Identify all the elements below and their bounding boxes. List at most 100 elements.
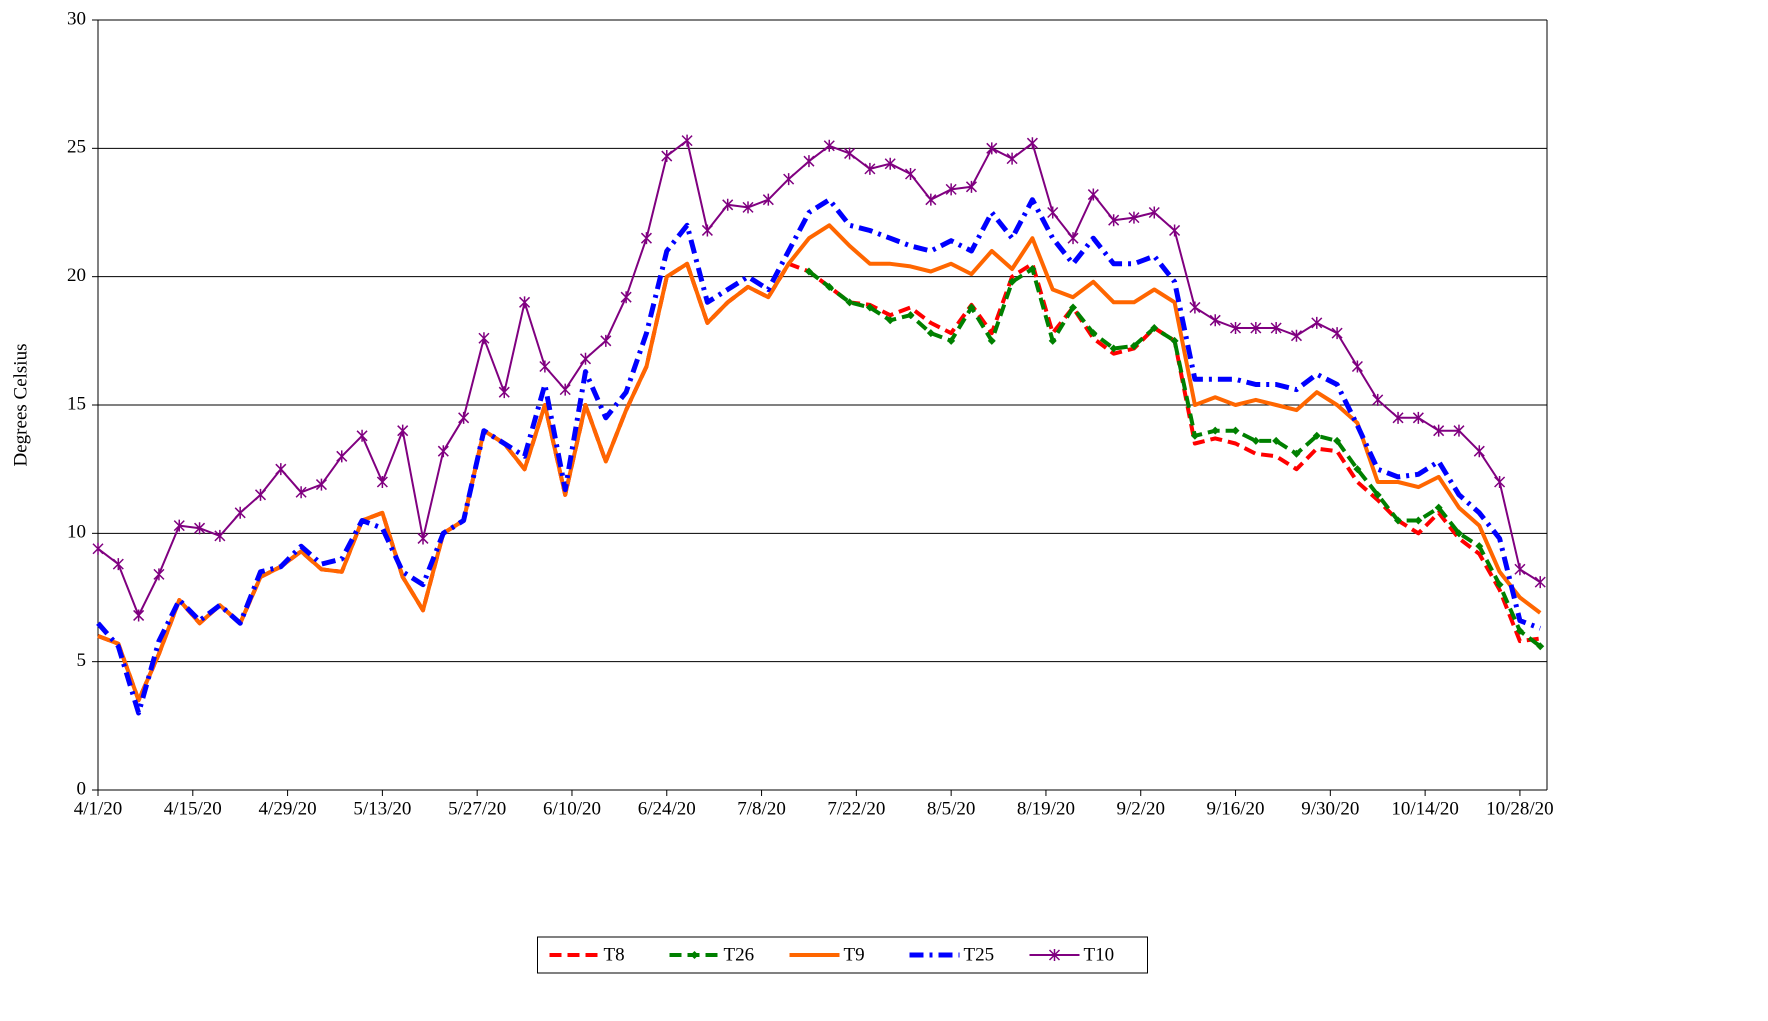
point-marker [967, 303, 976, 312]
point-marker [681, 134, 693, 147]
point-marker [925, 193, 937, 206]
point-marker [478, 332, 490, 345]
point-marker [904, 168, 917, 180]
series-line [96, 197, 1542, 716]
point-marker [1290, 329, 1303, 342]
point-marker [214, 529, 226, 542]
point-marker [864, 162, 876, 175]
y-tick-label: 5 [77, 650, 87, 671]
legend: T8 T26 T9 T25 T10 [537, 936, 1148, 974]
point-marker [1069, 303, 1078, 312]
point-marker [804, 267, 813, 276]
x-tick-label: 9/16/20 [1207, 798, 1265, 819]
point-marker [884, 157, 896, 170]
point-marker [1292, 449, 1301, 458]
legend-label: T8 [604, 944, 625, 965]
point-marker [926, 329, 935, 338]
point-marker [1536, 642, 1545, 651]
point-marker [1148, 206, 1160, 219]
x-tick-label: 8/19/20 [1017, 798, 1075, 819]
point-marker [539, 360, 551, 373]
y-tick-label: 25 [67, 137, 86, 158]
point-marker [1331, 327, 1343, 340]
point-marker [356, 429, 368, 442]
series-line [97, 139, 1541, 617]
point-marker [701, 224, 713, 237]
legend-label: T10 [1084, 944, 1115, 965]
point-marker [1412, 411, 1424, 424]
point-marker [600, 334, 612, 347]
point-marker [336, 450, 348, 463]
point-marker [1169, 224, 1181, 237]
point-marker [1006, 152, 1018, 165]
point-marker [1475, 542, 1484, 551]
point-marker [1129, 341, 1138, 350]
point-marker [1190, 431, 1199, 440]
point-marker [1231, 426, 1240, 435]
x-tick-label: 7/22/20 [827, 798, 885, 819]
point-marker [275, 463, 287, 476]
point-marker [1109, 344, 1118, 353]
y-tick-label: 20 [67, 265, 86, 286]
point-marker [1150, 324, 1159, 332]
point-marker [1047, 206, 1059, 219]
series-line [807, 267, 1542, 648]
point-marker [1494, 476, 1506, 488]
point-marker [417, 532, 429, 545]
point-marker [1270, 322, 1282, 334]
point-marker [1534, 576, 1546, 589]
point-marker [886, 316, 895, 325]
x-tick-label: 9/30/20 [1301, 798, 1359, 819]
point-marker [986, 142, 998, 155]
x-tick-label: 5/27/20 [448, 798, 506, 819]
point-marker [1373, 490, 1382, 499]
point-marker [1453, 424, 1465, 437]
point-marker [1067, 232, 1079, 245]
point-marker [1028, 264, 1037, 273]
point-marker [153, 568, 165, 581]
x-tick-label: 6/24/20 [638, 798, 696, 819]
point-marker [498, 386, 510, 399]
x-tick-label: 4/29/20 [259, 798, 317, 819]
point-marker [112, 558, 124, 571]
legend-marker [690, 951, 699, 959]
point-marker [397, 424, 409, 437]
point-marker [1353, 465, 1362, 474]
point-marker [1312, 431, 1321, 440]
point-marker [1394, 516, 1403, 525]
legend-label: T25 [964, 944, 995, 965]
point-marker [865, 303, 874, 312]
point-marker [458, 411, 470, 424]
point-marker [1454, 529, 1463, 538]
point-marker [173, 519, 185, 532]
point-marker [1392, 411, 1404, 424]
point-marker [722, 198, 734, 211]
point-marker [376, 476, 388, 488]
point-marker [1495, 580, 1504, 589]
x-tick-label: 4/1/20 [74, 798, 123, 819]
x-tick-label: 8/5/20 [927, 798, 976, 819]
point-marker [559, 383, 571, 396]
point-marker [519, 296, 531, 309]
point-marker [295, 486, 307, 499]
point-marker [1414, 516, 1423, 525]
y-tick-label: 30 [67, 8, 86, 29]
point-marker [1048, 336, 1057, 345]
x-tick-label: 5/13/20 [353, 798, 411, 819]
point-marker [945, 183, 957, 196]
legend-label: T9 [844, 944, 865, 965]
legend-marker [1048, 949, 1061, 961]
point-marker [1251, 436, 1260, 445]
series-line [97, 261, 1541, 703]
point-marker [825, 282, 834, 291]
point-marker [1434, 503, 1443, 512]
x-tick-label: 4/15/20 [164, 798, 222, 819]
point-marker [1108, 214, 1120, 227]
point-marker [1229, 322, 1242, 334]
point-marker [1333, 436, 1342, 445]
point-marker [947, 336, 956, 345]
point-marker [315, 478, 327, 491]
point-marker [803, 155, 815, 168]
point-marker [620, 291, 632, 304]
